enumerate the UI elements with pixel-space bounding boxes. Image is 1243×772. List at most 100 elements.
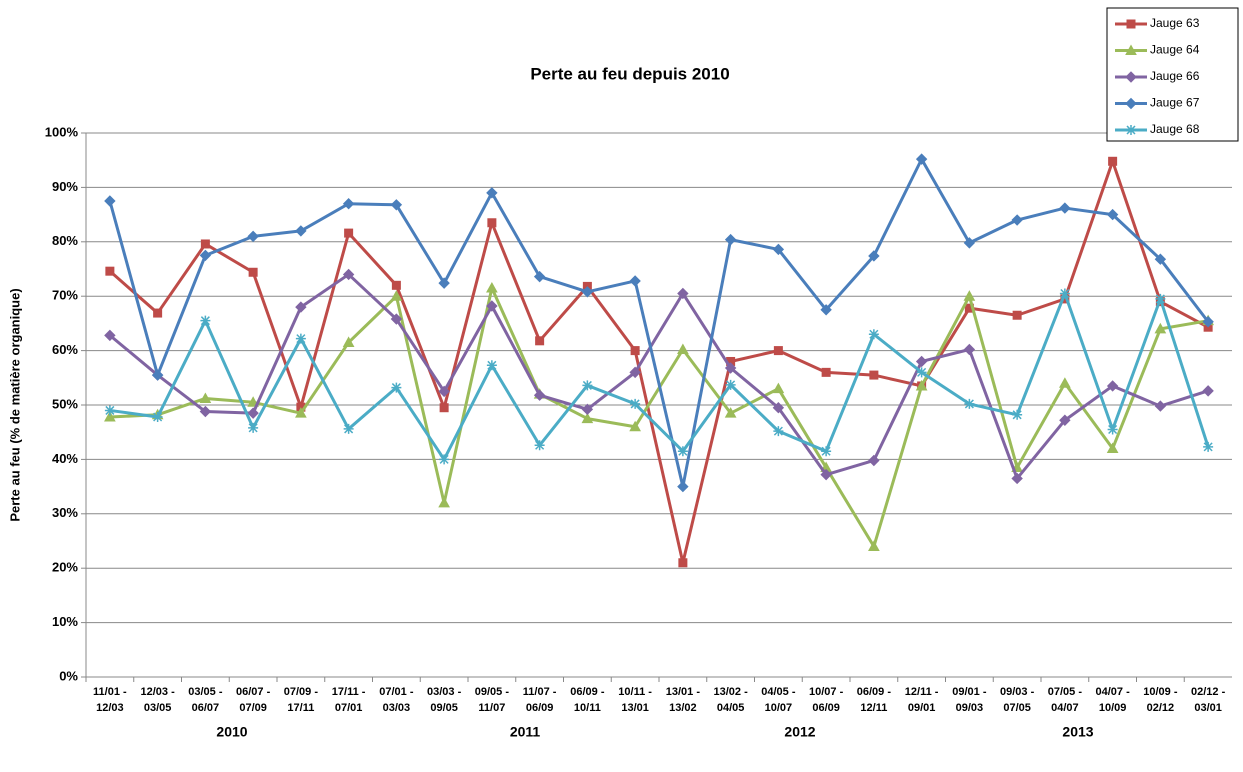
x-group-label: 2011 [510,724,541,740]
marker [868,454,880,467]
marker [1125,44,1137,55]
marker [295,407,307,418]
x-tick-label: 10/11 -13/01 [618,686,652,714]
series-line [108,272,1209,480]
x-tick-label: 06/09 -12/11 [857,686,892,714]
marker [1125,97,1137,110]
marker [153,308,163,318]
y-tick-label: 50% [52,396,78,411]
marker [152,411,163,422]
marker [1154,400,1167,412]
y-tick-label: 40% [52,451,78,466]
marker [724,233,737,246]
marker [582,380,593,391]
marker [1202,316,1214,328]
x-tick-label: 03/05 -06/07 [188,686,223,714]
x-tick-label: 02/12 -03/01 [1191,686,1226,714]
x-tick-label: 11/07 -06/09 [523,686,557,714]
marker [533,270,546,283]
marker [248,422,259,433]
marker [342,198,355,210]
marker [820,304,832,316]
x-tick-label: 09/05 -11/07 [475,686,510,714]
marker [533,389,546,401]
marker [1059,377,1071,388]
marker [772,402,785,414]
x-tick-label: 03/03 -09/05 [427,686,462,714]
x-group-label: 2010 [216,724,247,740]
marker [629,275,641,287]
y-tick-label: 30% [52,505,78,520]
x-tick-label: 06/07 -07/09 [236,686,271,714]
marker [963,237,976,249]
x-tick-label: 13/01 -13/02 [666,686,701,714]
marker [295,225,307,237]
series-line [108,159,1209,565]
marker [773,346,783,356]
x-tick-label: 12/03 -03/05 [141,686,176,714]
marker [581,403,594,416]
marker [963,343,976,356]
marker [1106,380,1119,392]
marker [868,250,880,262]
marker [438,277,450,289]
marker [1126,125,1136,135]
marker [1059,202,1071,214]
series-line [109,286,1209,548]
x-tick-label: 07/01 -03/03 [379,686,414,714]
marker [1012,409,1023,420]
x-tick-label: 07/05 -04/07 [1048,686,1083,714]
marker [486,300,498,312]
marker [1059,288,1070,299]
marker [200,315,211,326]
marker [821,446,832,457]
legend-label: Jauge 64 [1150,43,1200,57]
marker [1154,322,1167,334]
marker [1106,442,1119,454]
x-tick-label: 17/11 -07/01 [332,686,366,714]
marker [581,412,594,424]
marker [344,228,354,238]
marker [534,440,545,451]
y-tick-label: 70% [52,288,78,303]
marker [390,290,403,301]
legend-label: Jauge 63 [1150,16,1200,30]
x-tick-label: 10/07 -06/09 [809,686,844,714]
x-tick-label: 12/11 -09/01 [905,686,939,714]
marker [295,301,307,313]
x-tick-label: 04/05 -10/07 [761,686,796,714]
marker [439,454,450,465]
marker [868,329,879,340]
marker [724,362,737,374]
marker [630,398,641,409]
x-tick-label: 10/09 -02/12 [1143,686,1178,714]
marker [200,239,210,249]
marker [1012,310,1022,320]
marker [629,366,641,379]
x-tick-label: 07/09 -17/11 [284,686,319,714]
marker [963,290,976,301]
marker [390,199,403,211]
marker [535,336,545,346]
marker [1059,414,1071,426]
marker [391,280,401,290]
marker [342,268,355,281]
marker [438,496,450,508]
marker [724,407,737,418]
marker [248,267,258,277]
y-tick-label: 100% [45,124,79,139]
marker [677,287,689,300]
y-tick-label: 10% [52,614,78,629]
legend-label: Jauge 68 [1150,122,1200,136]
marker [390,313,403,325]
marker [1011,214,1023,226]
marker [630,346,640,356]
x-tick-label: 13/02 -04/05 [714,686,749,714]
marker [773,426,784,437]
x-tick-label: 04/07 -10/09 [1096,686,1131,714]
marker [868,540,880,551]
legend-label: Jauge 67 [1150,96,1200,110]
y-tick-label: 90% [52,179,78,194]
x-tick-label: 09/03 -07/05 [1000,686,1035,714]
marker [151,369,164,381]
